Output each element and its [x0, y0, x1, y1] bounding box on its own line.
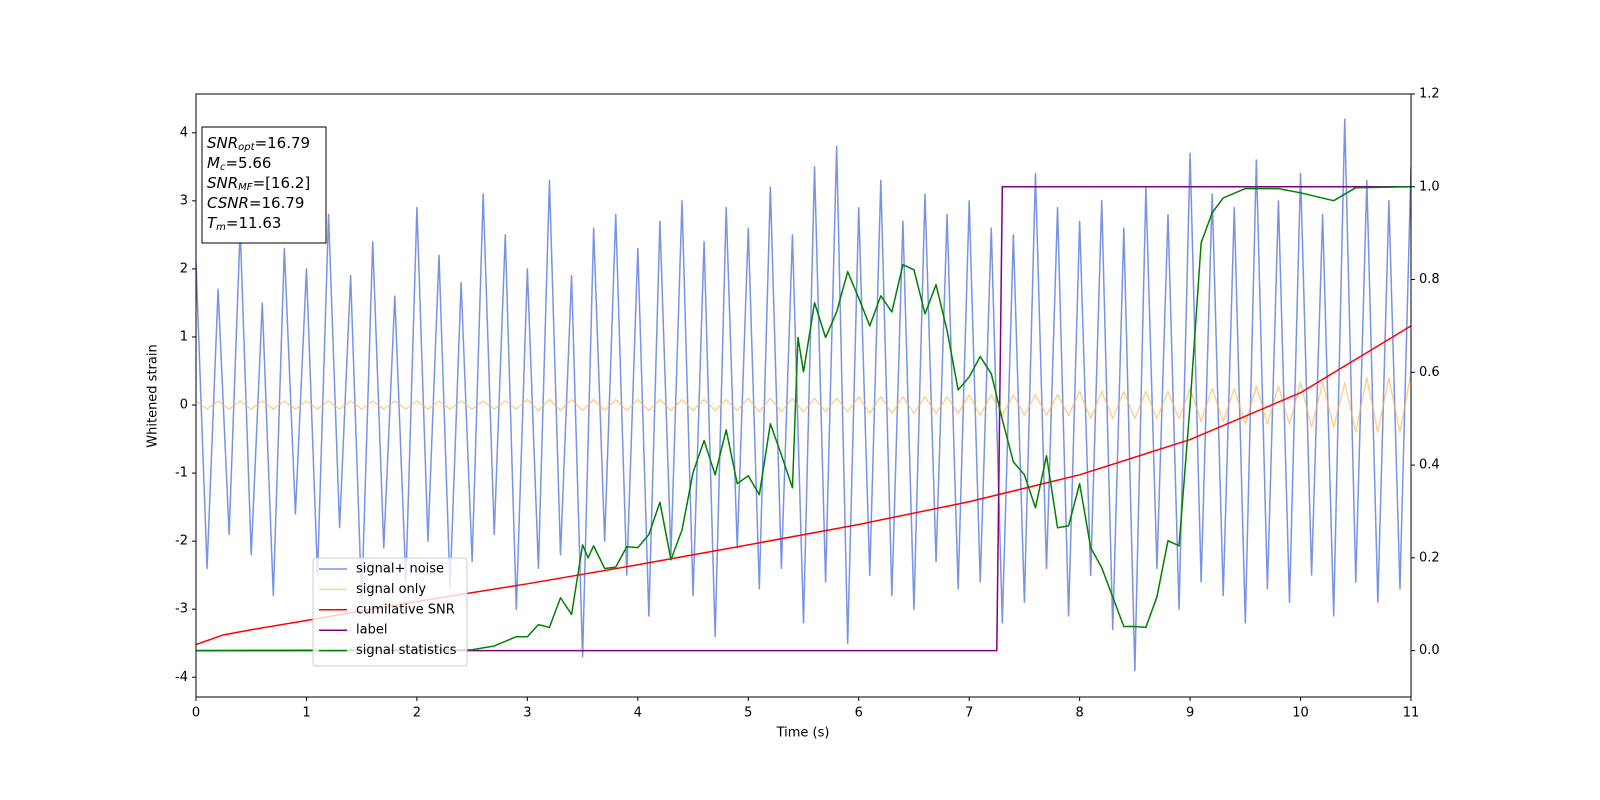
- x-tick-label: 10: [1292, 706, 1309, 721]
- x-tick-label: 5: [744, 706, 752, 721]
- annotation-name: M: [207, 154, 220, 172]
- series-line: [196, 186, 1411, 652]
- legend-label: signal statistics: [356, 643, 457, 658]
- annotation: Tm=11.63: [207, 214, 281, 234]
- x-tick-label: 9: [1186, 706, 1194, 721]
- annotation-value: =[16.2]: [253, 174, 311, 192]
- y-tick-label: -2: [175, 534, 188, 549]
- y2-tick-label: 1.2: [1419, 87, 1440, 102]
- y-tick-label: 2: [180, 261, 188, 276]
- legend-label: cumilative SNR: [356, 602, 455, 617]
- legend: signal+ noise signal only cumilative SNR la…: [312, 557, 468, 667]
- x-tick-label: 6: [855, 706, 863, 721]
- x-tick-label: 8: [1075, 706, 1083, 721]
- annotation-sub: m: [216, 222, 226, 233]
- x-tick-label: 2: [413, 706, 421, 721]
- y-tick-label: -1: [175, 466, 188, 481]
- annotation: Mc=5.66: [207, 154, 271, 174]
- y-tick-label: -3: [175, 602, 188, 617]
- y-tick-label: 1: [180, 329, 188, 344]
- y2-tick-label: 1.0: [1419, 179, 1440, 194]
- legend-label: signal only: [356, 582, 426, 597]
- annotation-name: SNR: [207, 134, 238, 152]
- annotation-value: =16.79: [249, 194, 305, 212]
- y-tick-label: 0: [180, 398, 188, 413]
- annotation: CSNR=16.79: [207, 194, 304, 212]
- annotation: SNRopt=16.79: [207, 134, 310, 154]
- x-tick-label: 4: [634, 706, 642, 721]
- series-line: [196, 186, 1411, 652]
- y2-tick-label: 0.2: [1419, 550, 1440, 565]
- series-line: [196, 325, 1411, 646]
- series-line: [196, 372, 1411, 433]
- y-axis-label: Whitened strain: [146, 344, 161, 447]
- y-tick-label: 3: [180, 193, 188, 208]
- annotation-sub: MF: [238, 182, 253, 193]
- y-tick-label: -4: [175, 670, 188, 685]
- x-tick-label: 1: [302, 706, 310, 721]
- y2-tick-label: 0.0: [1419, 643, 1440, 658]
- annotation-value: =11.63: [226, 214, 282, 232]
- y2-tick-label: 0.6: [1419, 365, 1440, 380]
- annotation-name: T: [207, 214, 218, 232]
- y-tick-label: 4: [180, 125, 188, 140]
- annotation-frame: [201, 126, 327, 244]
- legend-label: label: [356, 623, 387, 638]
- x-tick-label: 11: [1403, 706, 1420, 721]
- x-tick-label: 7: [965, 706, 973, 721]
- plot-frame: [195, 93, 1412, 698]
- annotation: SNRMF=[16.2]: [207, 174, 310, 194]
- legend-frame: [312, 557, 468, 667]
- series-line: [196, 118, 1411, 672]
- annotation-value: =16.79: [255, 134, 311, 152]
- annotation-name: CSNR: [207, 194, 249, 212]
- x-tick-label: 0: [192, 706, 200, 721]
- annotation-sub: c: [220, 162, 226, 173]
- annotation-value: =5.66: [225, 154, 271, 172]
- annotation-box: SNRopt=16.79Mc=5.66SNRMF=[16.2]CSNR=16.7…: [201, 126, 327, 244]
- y2-tick-label: 0.8: [1419, 272, 1440, 287]
- annotation-sub: opt: [238, 142, 255, 153]
- x-tick-label: 3: [523, 706, 531, 721]
- x-axis-label: Time (s): [776, 726, 830, 741]
- annotation-name: SNR: [207, 174, 238, 192]
- y2-tick-label: 0.4: [1419, 458, 1440, 473]
- legend-label: signal+ noise: [356, 562, 444, 577]
